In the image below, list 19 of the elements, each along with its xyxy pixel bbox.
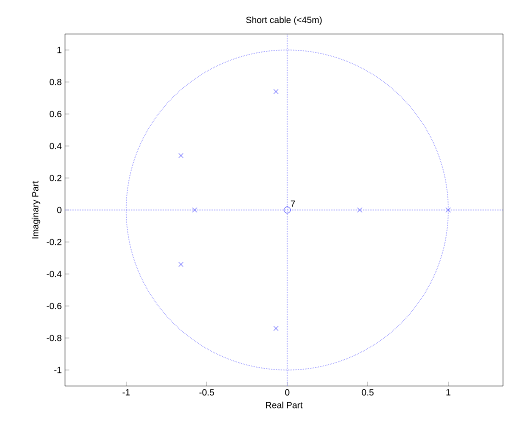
chart-title: Short cable (<45m) [246,16,322,25]
x-tick-label: -0.5 [199,389,214,396]
y-tick-label: 0.6 [50,110,62,118]
y-tick-label: -0.8 [46,334,62,342]
x-tick-label: 1 [446,389,450,396]
y-tick-label: 0 [57,206,62,214]
y-tick-label: 0.8 [50,78,62,86]
x-tick-label: 0 [285,389,290,396]
y-tick-label: -0.4 [46,270,62,278]
x-axis-title: Real Part [266,402,303,408]
x-tick-label: -1 [122,389,130,396]
x-tick-label: 0.5 [362,389,374,396]
y-tick-label: 1 [58,46,62,54]
y-tick-label: -1 [54,366,62,374]
y-tick-label: -0.2 [46,238,62,246]
y-axis-title: Imaginary Part [32,180,40,238]
y-tick-label: -0.6 [46,302,62,310]
y-tick-label: 0.2 [50,174,62,182]
y-tick-label: 0.4 [50,142,62,150]
